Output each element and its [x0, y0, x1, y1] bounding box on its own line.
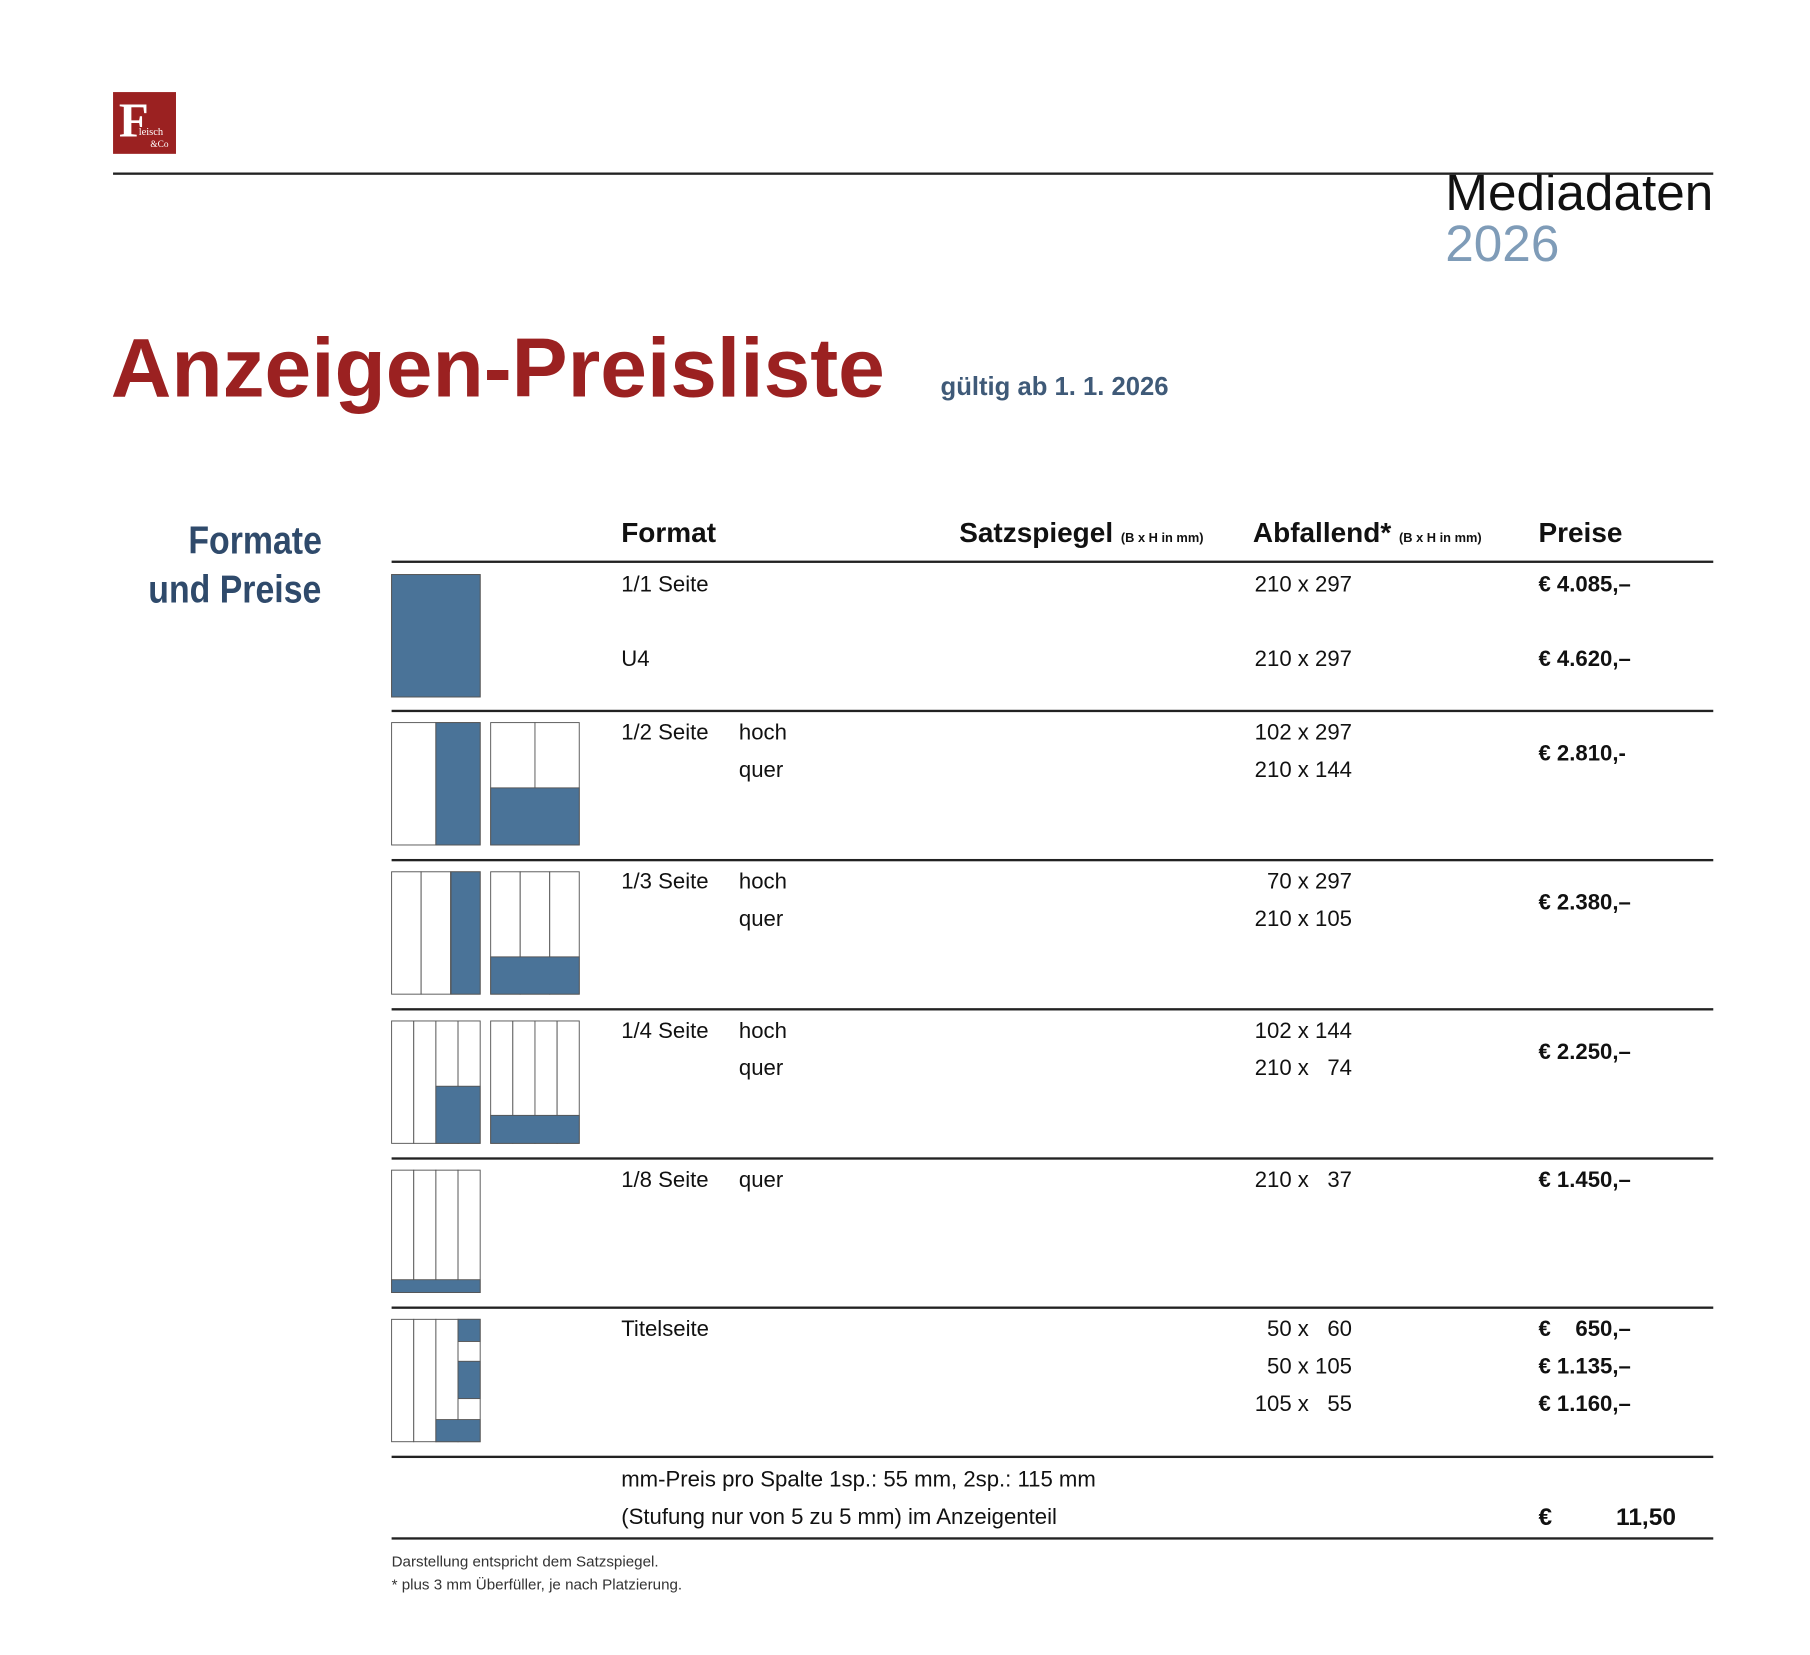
icon-part	[391, 1169, 415, 1293]
subtitle: gültig ab 1. 1. 2026	[940, 371, 1169, 401]
col-header: Format	[621, 517, 717, 549]
format: 1/1 Seite	[621, 572, 709, 598]
icon-part	[435, 1169, 459, 1293]
logo-text: &Co	[150, 138, 169, 150]
price: € 4.620,–	[1538, 647, 1631, 672]
section-heading: und Preise	[148, 567, 322, 611]
dimensions: 210 x 37	[1254, 1168, 1352, 1193]
section-heading: Formate	[188, 518, 322, 562]
format: U4	[621, 647, 650, 672]
format: 1/4 Seite	[621, 1019, 709, 1044]
variant: quer	[738, 758, 784, 783]
header-title: Mediadaten 2026	[1388, 117, 1713, 322]
icon-part	[435, 1085, 481, 1144]
footnote: * plus 3 mm Überfüller, je nach Platzier…	[391, 1575, 683, 1594]
icon-part	[490, 787, 580, 846]
col-header: Abfallend* (B x H in mm)	[1252, 517, 1482, 549]
logo: F leisch &Co	[113, 92, 176, 154]
icon-part	[391, 1318, 415, 1443]
icon-part	[391, 722, 437, 846]
price: € 650,–	[1538, 1317, 1631, 1343]
icon-part	[420, 871, 452, 995]
icon-part	[413, 1318, 437, 1443]
table-rule	[391, 560, 1714, 563]
dimensions: 102 x 297	[1254, 720, 1352, 746]
row-rule	[391, 709, 1714, 712]
dimensions: 105 x 55	[1254, 1392, 1352, 1417]
col-header: Preise	[1538, 517, 1623, 549]
variant: hoch	[738, 870, 787, 895]
variant: quer	[738, 907, 784, 932]
icon-part	[391, 871, 422, 995]
mm-price-value: 11,50	[1616, 1504, 1676, 1531]
logo-letter: F	[118, 94, 149, 149]
price: € 2.810,-	[1538, 741, 1626, 767]
table-end-rule	[391, 1537, 1714, 1540]
variant: quer	[738, 1056, 784, 1081]
icon-part	[457, 1360, 481, 1400]
col-header-text: Satzspiegel	[959, 517, 1114, 549]
format: 1/3 Seite	[621, 870, 709, 895]
icon-part	[457, 1169, 481, 1293]
header-rule	[113, 172, 1714, 175]
price: € 1.450,–	[1538, 1168, 1631, 1193]
col-header: Satzspiegel (B x H in mm)	[959, 517, 1204, 549]
format: Titelseite	[621, 1317, 710, 1343]
price: € 1.135,–	[1538, 1354, 1631, 1380]
icon-part	[391, 1020, 415, 1144]
dimensions: 102 x 144	[1254, 1019, 1352, 1044]
row-rule	[391, 1157, 1714, 1160]
icon-part	[490, 956, 580, 995]
row-rule	[391, 1008, 1714, 1010]
logo-text: leisch	[138, 125, 164, 138]
icon-part	[457, 1318, 481, 1342]
header-year: 2026	[1445, 215, 1560, 273]
variant: hoch	[738, 1019, 787, 1044]
footnote: Darstellung entspricht dem Satzspiegel.	[391, 1552, 659, 1570]
icon-part	[413, 1020, 437, 1144]
icon-part	[450, 871, 481, 995]
mm-price-text: (Stufung nur von 5 zu 5 mm) im Anzeigent…	[621, 1505, 1057, 1530]
format: 1/8 Seite	[621, 1168, 709, 1193]
variant: hoch	[738, 720, 787, 746]
variant: quer	[738, 1168, 784, 1193]
price: € 2.250,–	[1538, 1040, 1631, 1065]
price: € 2.380,–	[1538, 891, 1631, 916]
mm-price-text: mm-Preis pro Spalte 1sp.: 55 mm, 2sp.: 1…	[621, 1467, 1096, 1493]
price: € 4.085,–	[1538, 572, 1631, 598]
col-unit: (B x H in mm)	[1120, 531, 1204, 546]
dimensions: 210 x 297	[1254, 572, 1352, 598]
icon-part	[435, 1419, 481, 1443]
dimensions: 210 x 144	[1254, 758, 1352, 783]
header-title-text: Mediadaten	[1445, 164, 1714, 222]
dimensions: 210 x 74	[1254, 1056, 1352, 1081]
row-rule	[391, 1306, 1714, 1309]
mm-price-currency: €	[1538, 1504, 1553, 1531]
dimensions: 50 x 60	[1267, 1317, 1352, 1343]
icon-part	[391, 1279, 481, 1293]
icon-part	[391, 574, 481, 698]
dimensions: 210 x 297	[1254, 647, 1352, 672]
format: 1/2 Seite	[621, 720, 709, 746]
dimensions: 70 x 297	[1266, 870, 1352, 895]
dimensions: 50 x 105	[1266, 1354, 1352, 1380]
page-title: Anzeigen-Preisliste	[110, 321, 885, 415]
col-header-text: Abfallend*	[1252, 517, 1392, 549]
row-rule	[391, 858, 1714, 861]
icon-part	[435, 722, 481, 846]
row-rule	[391, 1455, 1714, 1458]
dimensions: 210 x 105	[1254, 907, 1352, 932]
col-unit: (B x H in mm)	[1399, 531, 1482, 546]
price: € 1.160,–	[1538, 1392, 1631, 1417]
icon-part	[413, 1169, 437, 1293]
icon-part	[490, 1114, 580, 1144]
